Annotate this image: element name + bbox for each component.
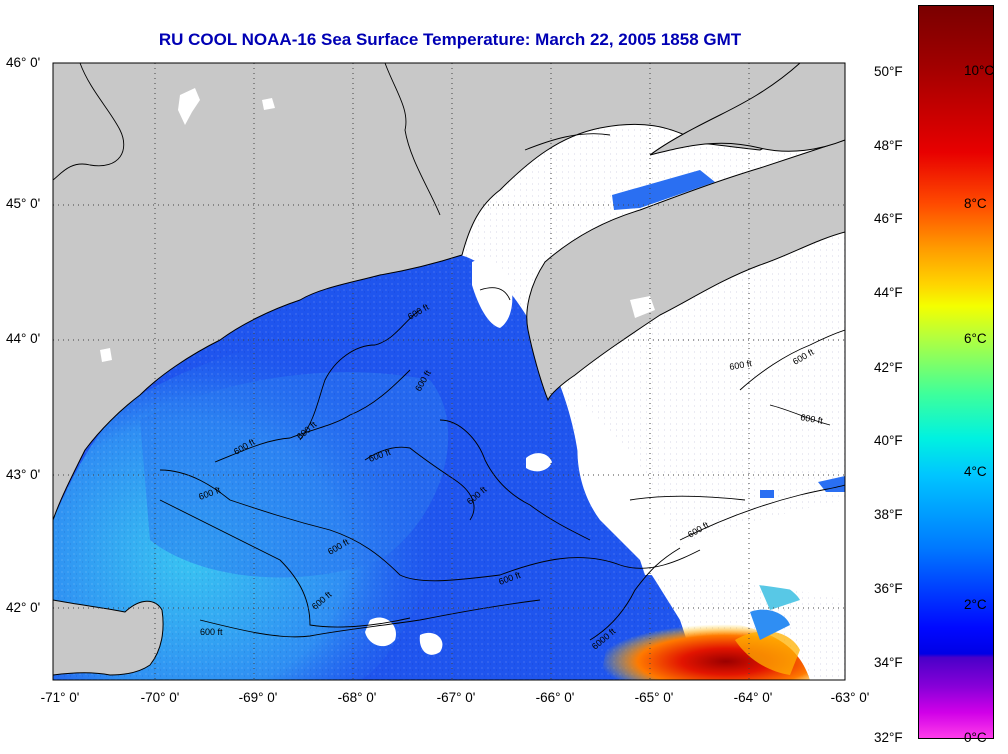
lat-tick: 45° 0' <box>6 196 41 211</box>
lat-tick: 46° 0' <box>6 55 41 70</box>
lon-tick: -67° 0' <box>436 690 476 705</box>
political-boundaries <box>52 62 611 216</box>
colorbar-c-label: 0°C <box>964 730 987 745</box>
land-new-brunswick-upper <box>649 63 845 156</box>
lat-tick: 42° 0' <box>6 600 41 615</box>
colorbar-c-label: 10°C <box>964 63 995 78</box>
lon-tick: -71° 0' <box>40 690 80 705</box>
lon-tick: -66° 0' <box>535 690 575 705</box>
lon-tick: -64° 0' <box>733 690 773 705</box>
colorbar-c-label: 2°C <box>964 597 987 612</box>
land-maine-nh <box>53 63 845 521</box>
land-cape-cod <box>53 599 164 676</box>
lon-tick: -63° 0' <box>830 690 870 705</box>
colorbar-f-label: 50°F <box>874 64 903 79</box>
lon-tick: -65° 0' <box>634 690 674 705</box>
colorbar-f-label: 38°F <box>874 507 903 522</box>
temperature-colorbar <box>918 5 994 739</box>
isobath-label: 600 ft <box>200 627 223 637</box>
colorbar-f-label: 42°F <box>874 360 903 375</box>
isobath-label: 600 ft <box>729 358 753 372</box>
lat-tick: 44° 0' <box>6 331 41 346</box>
lon-tick: -68° 0' <box>337 690 377 705</box>
colorbar-f-label: 46°F <box>874 211 903 226</box>
colorbar-c-label: 8°C <box>964 196 987 211</box>
colorbar-f-label: 48°F <box>874 138 903 153</box>
lat-tick: 43° 0' <box>6 467 41 482</box>
colorbar-f-label: 36°F <box>874 581 903 596</box>
map-title: RU COOL NOAA-16 Sea Surface Temperature:… <box>158 30 742 49</box>
colorbar-c-label: 6°C <box>964 331 987 346</box>
isobath-label: 600 ft <box>800 412 824 426</box>
graticule <box>53 63 845 680</box>
colorbar-f-label: 32°F <box>874 730 903 745</box>
colorbar-f-label: 40°F <box>874 433 903 448</box>
map-frame <box>52 62 846 681</box>
lon-tick: -69° 0' <box>238 690 278 705</box>
colorbar-c-label: 4°C <box>964 464 987 479</box>
colorbar-f-label: 44°F <box>874 285 903 300</box>
lon-tick: -70° 0' <box>140 690 180 705</box>
colorbar-f-label: 34°F <box>874 655 903 670</box>
land-nova-scotia <box>526 139 845 402</box>
